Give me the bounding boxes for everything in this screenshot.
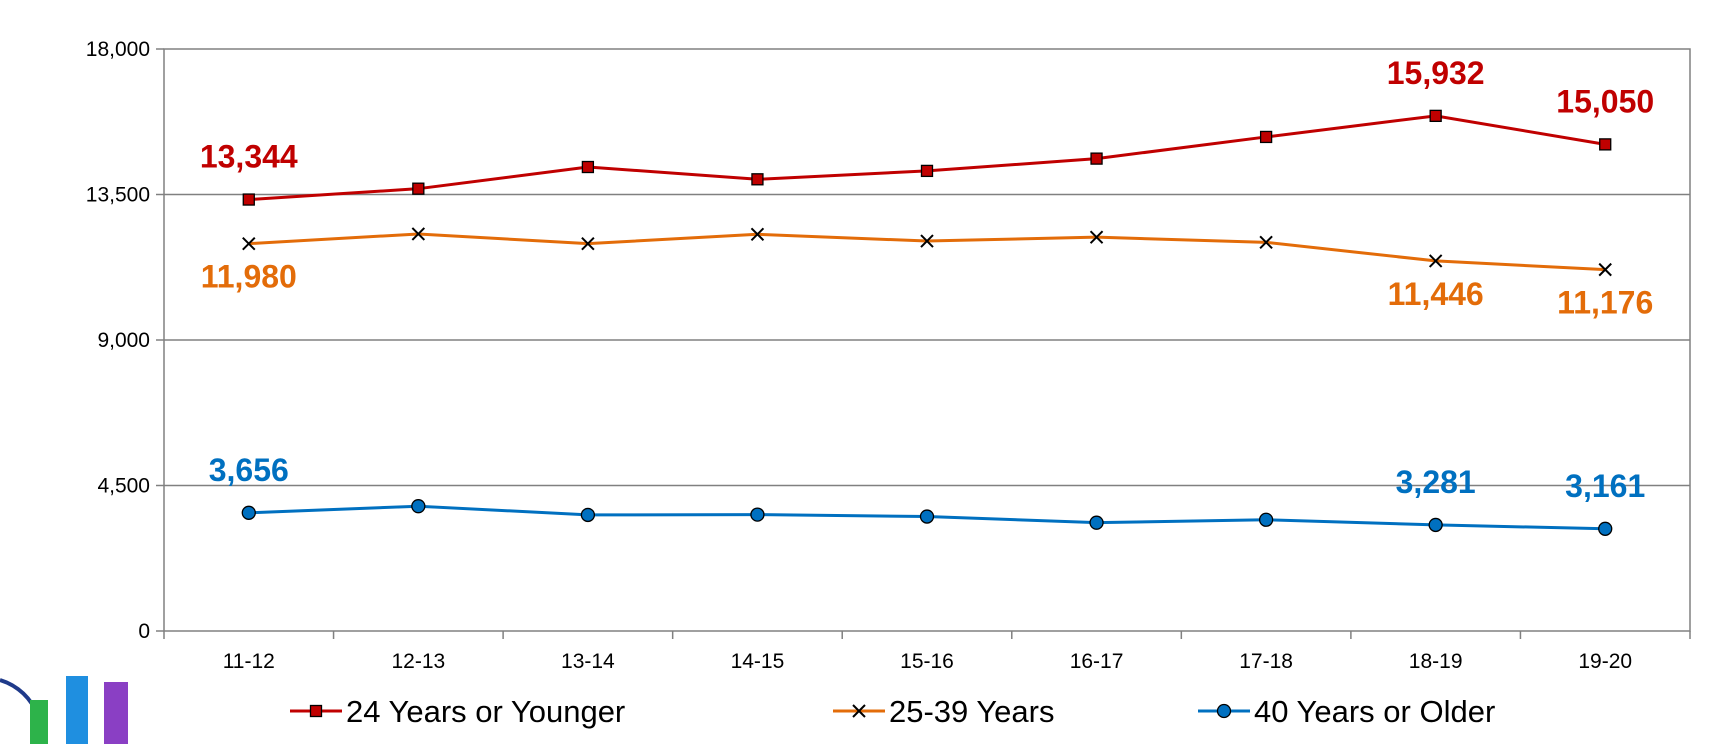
x-tick-label: 13-14 — [561, 650, 615, 673]
data-point — [920, 234, 934, 248]
legend-label: 25-39 Years — [889, 694, 1054, 729]
data-point — [241, 505, 256, 520]
series-2: 11,980 11,446 11,176 — [201, 227, 1653, 321]
y-tick-label: 9,000 — [97, 329, 150, 352]
legend-item: 40 Years or Older — [1198, 694, 1495, 729]
legend-marker — [852, 704, 866, 718]
legend-marker — [1216, 703, 1232, 719]
data-point — [1429, 109, 1442, 123]
data-label: 15,932 — [1387, 55, 1485, 91]
data-point — [1598, 262, 1612, 277]
data-point — [920, 164, 934, 178]
x-tick-label: 11-12 — [223, 650, 275, 673]
y-tick-label: 18,000 — [86, 38, 150, 61]
data-point — [1428, 517, 1443, 533]
data-label: 11,176 — [1557, 285, 1653, 321]
data-point — [1599, 138, 1612, 151]
x-tick-label: 19-20 — [1578, 650, 1632, 673]
data-label: 3,656 — [209, 452, 289, 488]
axes: 0 4,500 9,000 13,500 18,000 11-12 12-13 13-14 14… — [86, 38, 1691, 673]
gridlines — [164, 193, 1690, 487]
data-point — [411, 227, 426, 241]
data-point — [751, 173, 764, 186]
data-point — [581, 160, 595, 174]
legend-marker — [309, 704, 323, 718]
data-point — [750, 507, 765, 522]
data-point — [242, 193, 255, 206]
data-point — [1089, 230, 1104, 244]
y-tick-label: 0 — [138, 620, 150, 643]
legend-item: 25-39 Years — [833, 694, 1054, 729]
legend-label: 40 Years or Older — [1254, 694, 1495, 729]
data-point — [580, 507, 596, 523]
series-line — [248, 232, 1606, 272]
data-point — [1089, 515, 1104, 530]
series-group: 13,344 15,932 15,050 11,980 11,446 11,176 3,65… — [200, 55, 1654, 536]
series-line — [248, 114, 1606, 202]
legend-label: 24 Years or Younger — [346, 694, 625, 729]
data-label: 3,161 — [1565, 468, 1645, 504]
data-point — [1598, 521, 1613, 536]
x-tick-label: 12-13 — [391, 650, 445, 673]
data-point — [242, 236, 256, 251]
data-label: 11,446 — [1388, 276, 1484, 312]
data-label: 11,980 — [201, 259, 297, 295]
legend: 24 Years or Younger 25-39 Years 40 Years o… — [290, 694, 1495, 729]
data-point — [581, 236, 595, 251]
data-label: 3,281 — [1396, 464, 1476, 500]
x-tick-label: 18-19 — [1409, 650, 1463, 673]
data-point — [1259, 130, 1273, 144]
y-tick-label: 13,500 — [86, 184, 150, 207]
data-point — [750, 227, 765, 241]
data-point — [919, 509, 935, 524]
data-label: 15,050 — [1556, 83, 1654, 119]
series-3: 3,656 3,281 3,161 — [209, 452, 1645, 536]
x-tick-label: 14-15 — [731, 650, 785, 673]
y-tick-label: 4,500 — [97, 475, 150, 498]
data-point — [1258, 512, 1274, 527]
logo-icon — [0, 676, 128, 744]
data-point — [1259, 235, 1273, 250]
series-1: 13,344 15,932 15,050 — [200, 55, 1654, 206]
data-label: 13,344 — [200, 139, 298, 175]
data-point — [411, 499, 426, 514]
data-point — [1090, 152, 1103, 165]
data-point — [1428, 254, 1443, 268]
x-tick-label: 16-17 — [1070, 650, 1124, 673]
legend-item: 24 Years or Younger — [290, 694, 625, 729]
x-tick-label: 15-16 — [900, 650, 954, 673]
data-point — [412, 182, 425, 195]
x-tick-label: 17-18 — [1239, 650, 1293, 673]
